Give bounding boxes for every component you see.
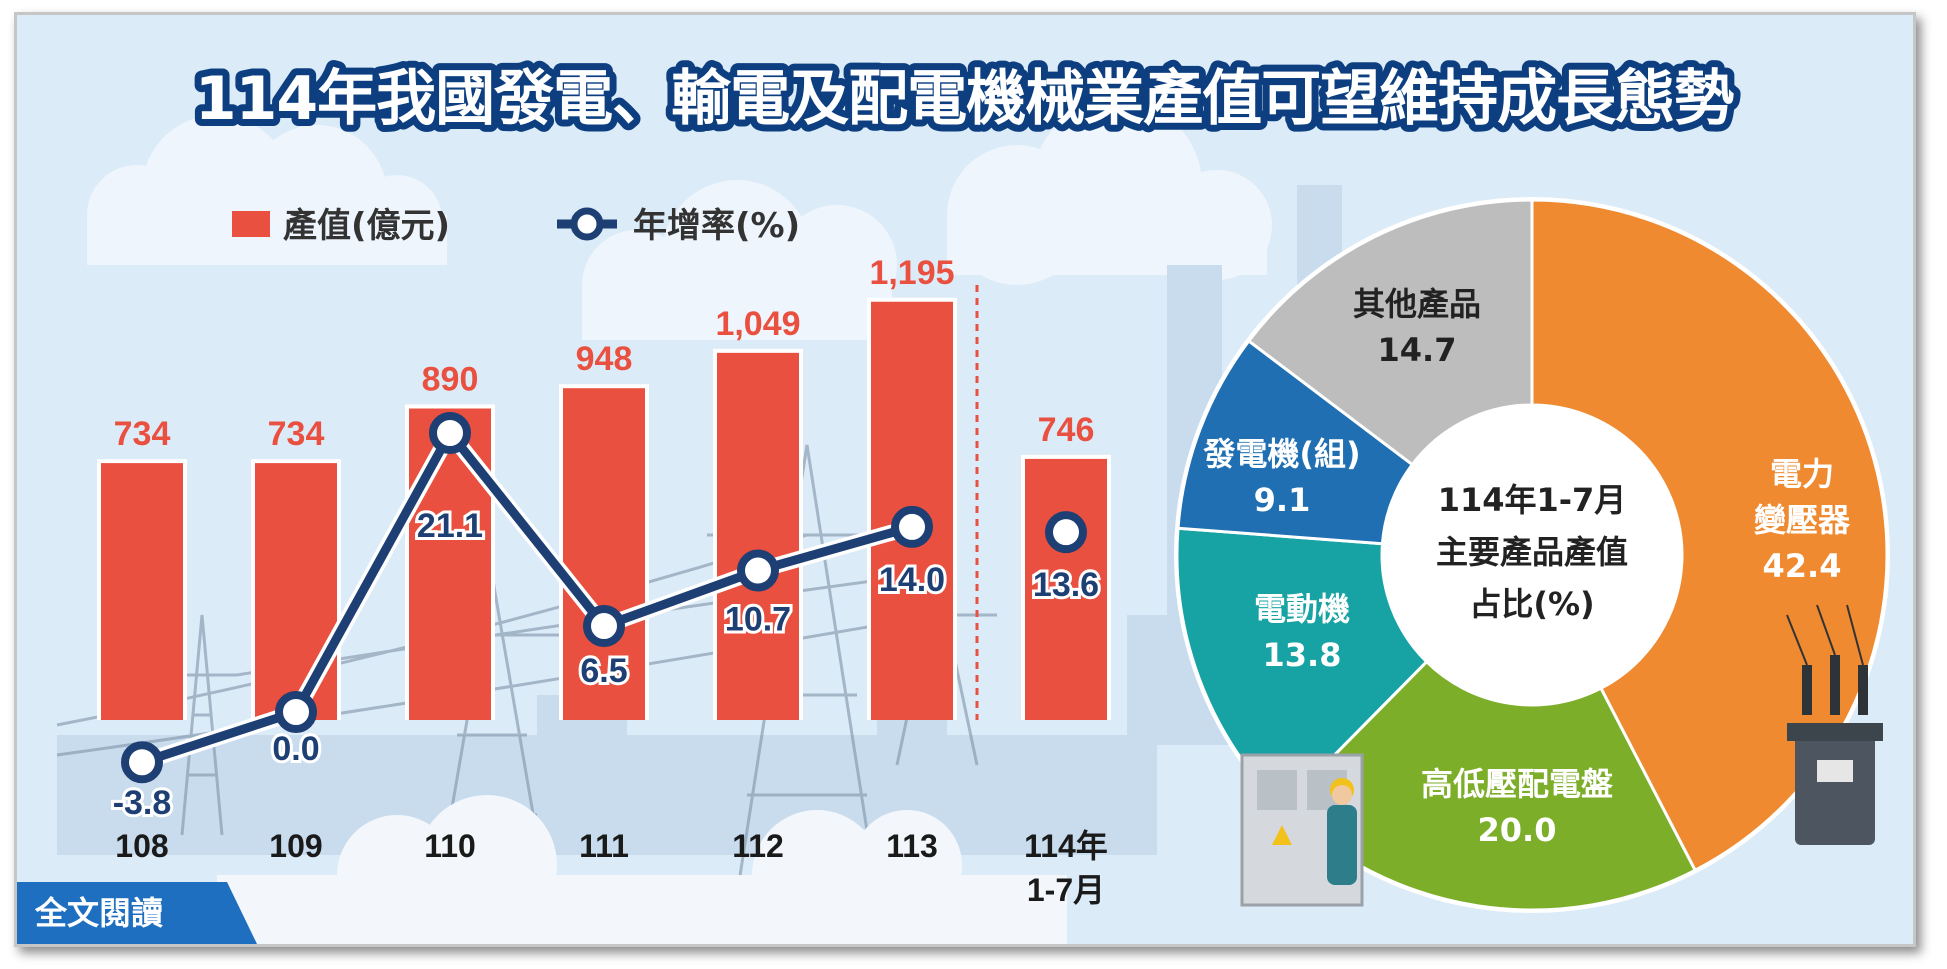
donut-slice-label: 其他產品 — [1353, 285, 1481, 323]
category-label: 112 — [732, 828, 784, 864]
infographic-canvas: 114年我國發電、輸電及配電機械業產值可望維持成長態勢 產值(億元) 年增率(%… — [56, 57, 1890, 944]
growth-line — [140, 428, 914, 767]
donut-slice-label: 高低壓配電盤 — [1421, 765, 1613, 803]
growth-point — [891, 505, 933, 548]
growth-value-label: 10.7 — [725, 601, 791, 639]
bar-value-label: 1,195 — [869, 254, 954, 292]
read-more-button[interactable]: 全文閱讀 — [17, 882, 257, 944]
category-label: 110 — [424, 828, 476, 864]
growth-value-label: -3.8 — [113, 784, 172, 822]
legend-line-label: 年增率(%) — [633, 206, 800, 246]
growth-point — [583, 605, 625, 648]
growth-point — [429, 412, 471, 454]
transformer-illustration — [1786, 604, 1883, 845]
bar-value-label: 734 — [114, 415, 171, 453]
category-axis: 108 109 110 111 112 113 114年 1-7月 — [115, 828, 1108, 908]
growth-line-layer — [121, 412, 1087, 784]
bar-108 — [101, 463, 183, 720]
category-label: 113 — [886, 828, 938, 864]
legend-bar-label: 產值(億元) — [283, 206, 450, 246]
growth-point — [737, 549, 779, 592]
bar-value-label: 1,049 — [715, 305, 800, 343]
bar-111 — [563, 388, 645, 720]
legend-bar-swatch — [232, 211, 270, 237]
donut-center: 114年1-7月 主要產品產值 占比(%) — [1392, 415, 1672, 695]
cloud-middle — [582, 180, 897, 340]
page-title: 114年我國發電、輸電及配電機械業產值可望維持成長態勢 — [195, 64, 1734, 134]
growth-point — [121, 741, 163, 784]
bar-value-label: 734 — [268, 415, 325, 453]
category-label: 111 — [579, 828, 629, 864]
donut-slice-value: 13.8 — [1263, 636, 1342, 674]
background-decoration — [56, 100, 1407, 944]
infographic-frame: 114年我國發電、輸電及配電機械業產值可望維持成長態勢 產值(億元) 年增率(%… — [14, 12, 1916, 947]
bar-value-label: 746 — [1038, 411, 1095, 449]
donut-slice-5 — [1246, 198, 1534, 467]
donut-slice-label: 發電機(組) — [1202, 435, 1360, 473]
category-label: 109 — [269, 828, 322, 864]
bar-value-label: 890 — [422, 361, 479, 399]
legend-line-marker — [570, 207, 604, 241]
bar-114年-1-7月 — [1025, 458, 1107, 720]
donut-chart — [1174, 197, 1890, 913]
donut-center-line-1: 114年1-7月 — [1438, 481, 1627, 519]
donut-center-line-2: 主要產品產值 — [1436, 533, 1628, 571]
donut-slice-label: 變壓器 — [1754, 501, 1851, 539]
donut-slice-label: 電動機 — [1254, 590, 1350, 628]
category-label: 114年 — [1024, 828, 1108, 864]
category-label: 108 — [115, 828, 168, 864]
cloud-right — [947, 100, 1272, 285]
donut-slice-value: 9.1 — [1254, 481, 1311, 519]
growth-point — [1045, 511, 1087, 554]
legend: 產值(億元) 年增率(%) — [232, 206, 800, 246]
donut-slice-3 — [1175, 526, 1429, 810]
donut-slice-value: 14.7 — [1378, 331, 1457, 369]
growth-value-label: 13.6 — [1033, 566, 1099, 604]
growth-value-label: 6.5 — [580, 652, 627, 690]
donut-slice-value: 42.4 — [1763, 547, 1842, 585]
bar-110 — [409, 408, 491, 720]
growth-point — [275, 691, 317, 733]
growth-value-label: 0.0 — [272, 730, 319, 768]
donut-center-hole — [1392, 415, 1672, 695]
growth-value-label: 14.0 — [879, 561, 945, 599]
data-labels-layer: 734 734 890 948 1,049 1,195 746 -3.8 0.0 21.1 6.5 1… — [110, 254, 1102, 825]
donut-slice-value: 20.0 — [1478, 811, 1557, 849]
bar-value-label: 948 — [576, 340, 633, 378]
growth-value-label: 21.1 — [417, 507, 483, 545]
category-label: 1-7月 — [1027, 872, 1105, 908]
bar-109 — [255, 463, 337, 720]
switchboard-illustration — [1240, 753, 1364, 907]
bar-112 — [717, 352, 799, 720]
cloud-bottom — [217, 795, 1067, 944]
donut-slice-label: 電力 — [1770, 455, 1834, 493]
donut-center-line-3: 占比(%) — [1469, 585, 1594, 623]
